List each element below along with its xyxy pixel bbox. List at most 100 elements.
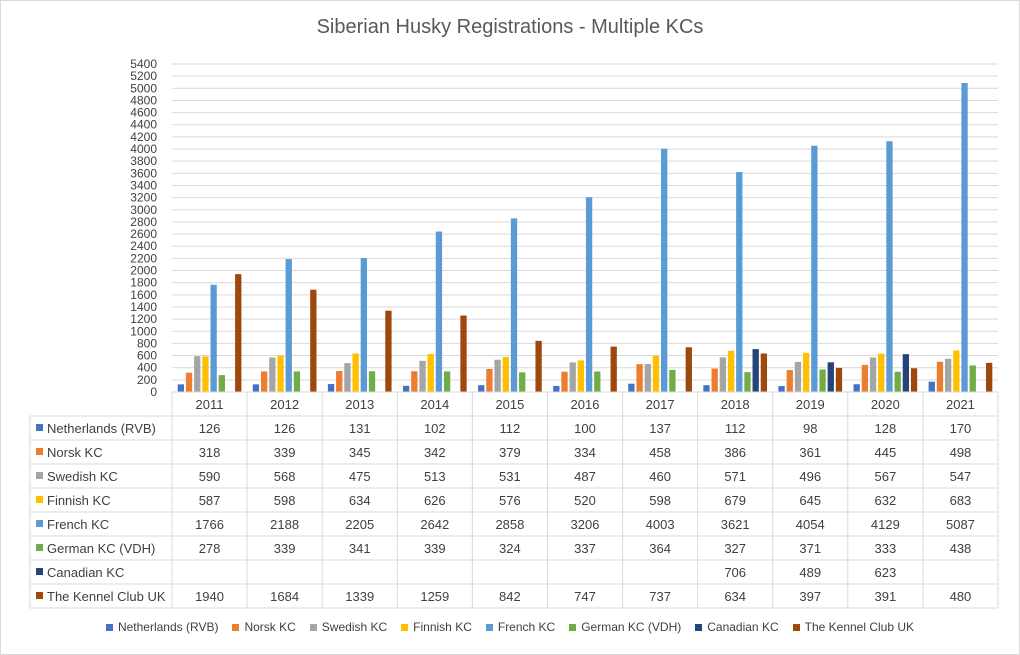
- y-tick-label: 3000: [130, 203, 157, 217]
- bar: [478, 385, 485, 392]
- bar: [260, 371, 268, 392]
- bar: [969, 365, 976, 392]
- table-value: 568: [274, 469, 296, 484]
- table-value: 4054: [796, 517, 825, 532]
- bar: [594, 371, 601, 392]
- bar: [811, 145, 818, 392]
- table-legend-key: [36, 472, 43, 479]
- bar: [894, 371, 901, 392]
- y-tick-label: 4800: [130, 93, 157, 107]
- table-value: 341: [349, 541, 371, 556]
- bar: [235, 274, 242, 392]
- legend-swatch: [401, 623, 409, 631]
- bar: [285, 259, 292, 392]
- y-tick-label: 4600: [130, 106, 157, 120]
- table-value: 2642: [420, 517, 449, 532]
- bar: [827, 362, 834, 392]
- table-value: 3206: [571, 517, 600, 532]
- bar: [953, 350, 960, 392]
- bar: [218, 375, 225, 392]
- bar: [661, 148, 668, 392]
- y-tick-label: 1200: [130, 312, 157, 326]
- x-tick-label: 2020: [871, 397, 900, 412]
- bar: [269, 357, 276, 392]
- table-value: 496: [799, 469, 821, 484]
- table-value: 386: [724, 445, 746, 460]
- bar: [535, 340, 542, 392]
- chart-title: Siberian Husky Registrations - Multiple …: [316, 16, 704, 38]
- table-series-label: Norsk KC: [47, 445, 103, 460]
- table-value: 683: [950, 493, 972, 508]
- bar: [585, 197, 593, 392]
- table-value: 131: [349, 421, 371, 436]
- bar: [368, 371, 376, 392]
- y-tick-label: 800: [137, 336, 157, 350]
- bar: [277, 355, 284, 392]
- bar: [711, 368, 718, 392]
- table-value: 445: [875, 445, 897, 460]
- table-value: 3621: [721, 517, 750, 532]
- table-value: 590: [199, 469, 221, 484]
- table-value: 531: [499, 469, 521, 484]
- table-series-label: German KC (VDH): [47, 541, 155, 556]
- bar: [336, 371, 343, 392]
- bar: [519, 372, 526, 392]
- bar: [685, 347, 692, 392]
- legend-item: Finnish KC: [401, 620, 472, 634]
- table-value: 337: [574, 541, 596, 556]
- table-value: 278: [199, 541, 221, 556]
- bar: [786, 370, 793, 392]
- table-value: 391: [875, 589, 897, 604]
- x-tick-label: 2021: [946, 397, 975, 412]
- table-legend-key: [36, 568, 43, 575]
- bar: [636, 364, 643, 392]
- bar: [194, 356, 201, 392]
- bar: [628, 383, 635, 392]
- table-value: 345: [349, 445, 371, 460]
- table-value: 379: [499, 445, 521, 460]
- legend-label: Canadian KC: [707, 620, 779, 634]
- bar: [327, 384, 335, 392]
- bar: [443, 371, 451, 392]
- y-tick-label: 4000: [130, 142, 157, 156]
- table-value: 137: [649, 421, 671, 436]
- table-value: 706: [724, 565, 746, 580]
- x-tick-label: 2016: [571, 397, 600, 412]
- x-tick-label: 2015: [495, 397, 524, 412]
- legend-label: Finnish KC: [413, 620, 472, 634]
- y-tick-label: 1600: [130, 288, 157, 302]
- legend-label: The Kennel Club UK: [804, 620, 915, 634]
- chart-legend: Netherlands (RVB) Norsk KC Swedish KC Finni…: [0, 620, 1020, 634]
- table-value: 324: [499, 541, 521, 556]
- table-value: 458: [649, 445, 671, 460]
- legend-label: German KC (VDH): [581, 620, 682, 634]
- table-value: 1766: [195, 517, 224, 532]
- bar: [644, 364, 651, 392]
- table-value: 480: [950, 589, 972, 604]
- table-value: 339: [424, 541, 446, 556]
- bar: [727, 350, 735, 392]
- bar: [652, 355, 660, 392]
- bar: [553, 385, 560, 392]
- table-value: 2858: [495, 517, 524, 532]
- bar: [352, 353, 359, 392]
- table-legend-key: [36, 544, 43, 551]
- legend-item: Netherlands (RVB): [105, 620, 218, 634]
- bar: [736, 172, 743, 392]
- y-tick-label: 5400: [130, 57, 157, 71]
- legend-swatch: [232, 623, 240, 631]
- legend-item: Canadian KC: [695, 620, 779, 634]
- bar: [986, 362, 993, 392]
- bar: [669, 369, 676, 392]
- table-series-label: The Kennel Club UK: [47, 589, 166, 604]
- table-value: 1259: [420, 589, 449, 604]
- bar: [202, 356, 209, 392]
- bar: [460, 315, 467, 392]
- table-value: 342: [424, 445, 446, 460]
- bar: [819, 369, 826, 392]
- table-value: 571: [724, 469, 746, 484]
- table-value: 842: [499, 589, 521, 604]
- table-value: 513: [424, 469, 446, 484]
- table-value: 100: [574, 421, 596, 436]
- table-value: 475: [349, 469, 371, 484]
